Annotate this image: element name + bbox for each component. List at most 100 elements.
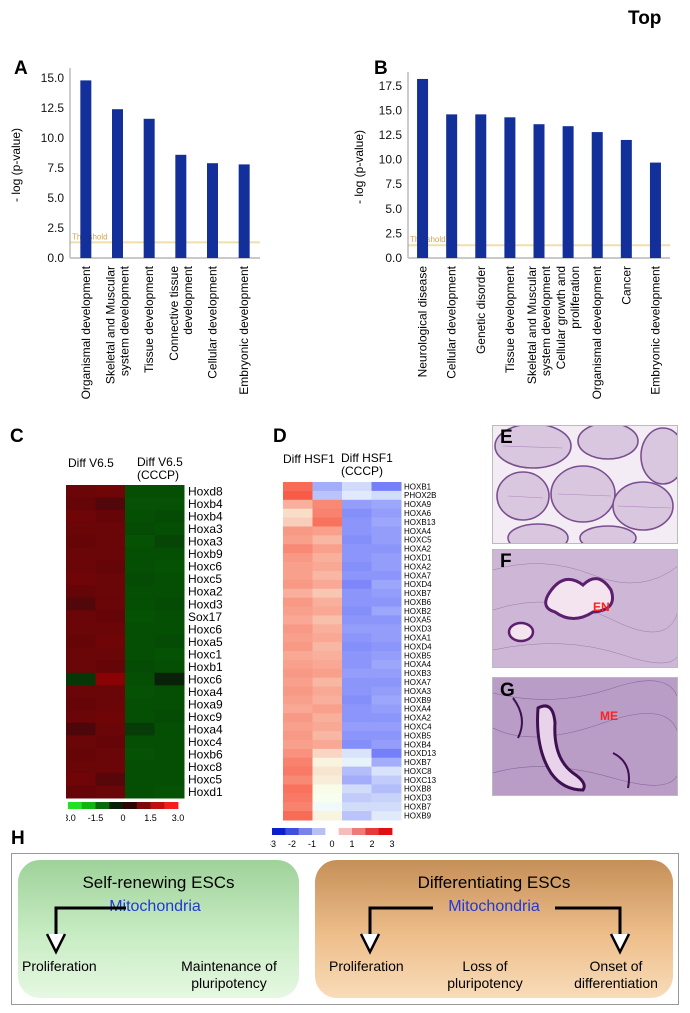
heatmap-c-row-label-2: Hoxb4 bbox=[188, 510, 223, 524]
heatmap-c-cell-9-3 bbox=[154, 597, 185, 611]
scale-d-tick-0: -3 bbox=[270, 839, 276, 849]
heatmap-d-cell-36-1 bbox=[312, 802, 343, 812]
heatmap-c-row-label-10: Sox17 bbox=[188, 610, 222, 624]
scale-c-tick-1: -1.5 bbox=[88, 813, 104, 823]
heatmap-c-cell-12-1 bbox=[95, 635, 126, 649]
scale-d-tick-1: -2 bbox=[288, 839, 296, 849]
chart-a-bar-4 bbox=[207, 163, 218, 258]
heatmap-d-cell-2-1 bbox=[312, 499, 343, 510]
heatmap-d-cell-24-1 bbox=[312, 695, 343, 705]
heatmap-d-cell-9-3 bbox=[371, 562, 402, 572]
heatmap-c-cell-24-1 bbox=[95, 785, 126, 799]
heatmap-d-row-label-26: HOXA2 bbox=[404, 714, 432, 723]
heatmap-d-row-label-16: HOXD3 bbox=[404, 625, 432, 634]
heatmap-d-cell-11-1 bbox=[312, 579, 343, 590]
heatmap-c-cell-11-2 bbox=[125, 622, 155, 636]
heatmap-c-row-label-18: Hoxc9 bbox=[188, 710, 222, 724]
heatmap-d-cell-23-1 bbox=[312, 686, 343, 696]
heatmap-c-row-label-13: Hoxc1 bbox=[188, 647, 222, 661]
chart-a-category-label-2: Tissue development bbox=[142, 265, 156, 373]
heatmap-c-cell-10-2 bbox=[125, 610, 155, 624]
chart-b-ytick-6: 15.0 bbox=[379, 103, 403, 117]
chart-a-category-label-3-line-1: development bbox=[181, 265, 195, 334]
scale-d-tick-2: -1 bbox=[308, 839, 316, 849]
heatmap-c-row-label-8: Hoxa2 bbox=[188, 585, 223, 599]
chart-a-bar-3 bbox=[175, 154, 187, 258]
heatmap-c-cell-6-1 bbox=[95, 560, 126, 574]
scale-c-tick-3: 1.5 bbox=[144, 813, 157, 823]
heatmap-d-cell-25-0 bbox=[283, 704, 313, 714]
heatmap-c-col-label-2-line-1: Diff V6.5 bbox=[137, 455, 183, 469]
heatmap-c-cell-23-3 bbox=[154, 772, 185, 786]
heatmap-d-cell-6-0 bbox=[283, 535, 313, 545]
scale-c-swatch-1 bbox=[81, 802, 96, 809]
heatmap-d-cell-20-1 bbox=[312, 659, 343, 670]
heatmap-d-cell-4-1 bbox=[312, 517, 343, 527]
heatmap-c-cell-1-1 bbox=[95, 497, 126, 511]
self-renewing-outcome-pluripotency-line-2: pluripotency bbox=[191, 975, 267, 991]
heatmap-c-cell-22-0 bbox=[66, 760, 96, 774]
chart-a-category-label-5-line-0: Embryonic development bbox=[237, 265, 251, 394]
schematic-panel bbox=[11, 853, 679, 1005]
heatmap-d-cell-26-1 bbox=[312, 713, 343, 723]
heatmap-d-cell-25-3 bbox=[371, 704, 402, 714]
heatmap-d-cell-29-1 bbox=[312, 739, 343, 750]
heatmap-d-cell-0-0 bbox=[283, 482, 313, 492]
heatmap-d-row-label-19: HOXB5 bbox=[404, 651, 432, 660]
heatmap-c-cell-3-2 bbox=[125, 522, 155, 536]
heatmap-c-cell-6-0 bbox=[66, 560, 96, 574]
heatmap-c-cell-23-1 bbox=[95, 772, 126, 786]
scale-c-tick-0: -3.0 bbox=[66, 813, 76, 823]
heatmap-c-cell-2-2 bbox=[125, 510, 155, 524]
heatmap-c-row-label-19: Hoxa4 bbox=[188, 722, 223, 736]
heatmap-d-cell-24-2 bbox=[342, 695, 372, 705]
heatmap-d-cell-26-2 bbox=[342, 713, 372, 723]
heatmap-d: HOXB1PHOX2BHOXA9HOXA6HOXB13HOXA4HOXC5HOX… bbox=[283, 482, 437, 821]
heatmap-d-cell-19-0 bbox=[283, 651, 313, 661]
heatmap-c-cell-2-0 bbox=[66, 510, 96, 524]
heatmap-d-cell-9-0 bbox=[283, 562, 313, 572]
heatmap-d-row-label-37: HOXB9 bbox=[404, 811, 432, 820]
heatmap-d-cell-16-1 bbox=[312, 624, 343, 634]
heatmap-c-cell-24-3 bbox=[154, 785, 185, 799]
chart-b-category-label-2: Genetic disorder bbox=[474, 266, 488, 354]
histology-image-e bbox=[492, 425, 678, 544]
heatmap-d-cell-13-1 bbox=[312, 597, 343, 608]
heatmap-d-cell-21-2 bbox=[342, 668, 372, 679]
chart-a-category-label-5: Embryonic development bbox=[237, 265, 251, 394]
chart-b-ylabel: - log (p-value) bbox=[352, 130, 366, 204]
chart-b-category-label-0-line-0: Neurological disease bbox=[416, 266, 430, 378]
heatmap-d-row-label-24: HOXB9 bbox=[404, 696, 432, 705]
heatmap-d-cell-17-1 bbox=[312, 633, 343, 643]
heatmap-c-cell-17-3 bbox=[154, 697, 185, 711]
chart-a-category-label-1: Skeletal and Muscular system development bbox=[104, 265, 132, 384]
scale-d-swatch-1 bbox=[285, 828, 300, 835]
scale-d-swatch-7 bbox=[365, 828, 380, 835]
heatmap-d-cell-33-3 bbox=[371, 775, 402, 785]
heatmap-d-cell-22-1 bbox=[312, 677, 343, 688]
heatmap-d-cell-35-0 bbox=[283, 793, 313, 803]
heatmap-d-cell-20-3 bbox=[371, 659, 402, 670]
heatmap-d-cell-35-1 bbox=[312, 793, 343, 803]
panel-label-c: C bbox=[10, 426, 24, 447]
heatmap-d-cell-27-1 bbox=[312, 722, 343, 732]
heatmap-c-cell-3-0 bbox=[66, 522, 96, 536]
heatmap-d-row-label-13: HOXB6 bbox=[404, 598, 432, 607]
heatmap-c-cell-14-1 bbox=[95, 660, 126, 674]
heatmap-d-cell-34-1 bbox=[312, 784, 343, 794]
heatmap-c-row-label-15: Hoxc6 bbox=[188, 672, 222, 686]
heatmap-d-cell-7-0 bbox=[283, 544, 313, 554]
heatmap-d-row-label-4: HOXB13 bbox=[404, 518, 436, 527]
scale-d-tick-6: 3 bbox=[389, 839, 394, 849]
chart-b-ytick-4: 10.0 bbox=[379, 153, 403, 167]
chart-a-ytick-5: 12.5 bbox=[41, 101, 65, 115]
heatmap-d-cell-3-1 bbox=[312, 508, 343, 519]
heatmap-d-cell-27-3 bbox=[371, 722, 402, 732]
heatmap-d-cell-26-3 bbox=[371, 713, 402, 723]
heatmap-d-cell-1-1 bbox=[312, 490, 343, 501]
differentiating-outcome-differentiation: Onset of differentiation bbox=[560, 958, 672, 992]
self-renewing-title: Self-renewing ESCs bbox=[82, 873, 235, 892]
panel-label-h: H bbox=[11, 828, 25, 849]
heatmap-c-cell-0-1 bbox=[95, 485, 126, 499]
heatmap-d-cell-34-2 bbox=[342, 784, 372, 794]
